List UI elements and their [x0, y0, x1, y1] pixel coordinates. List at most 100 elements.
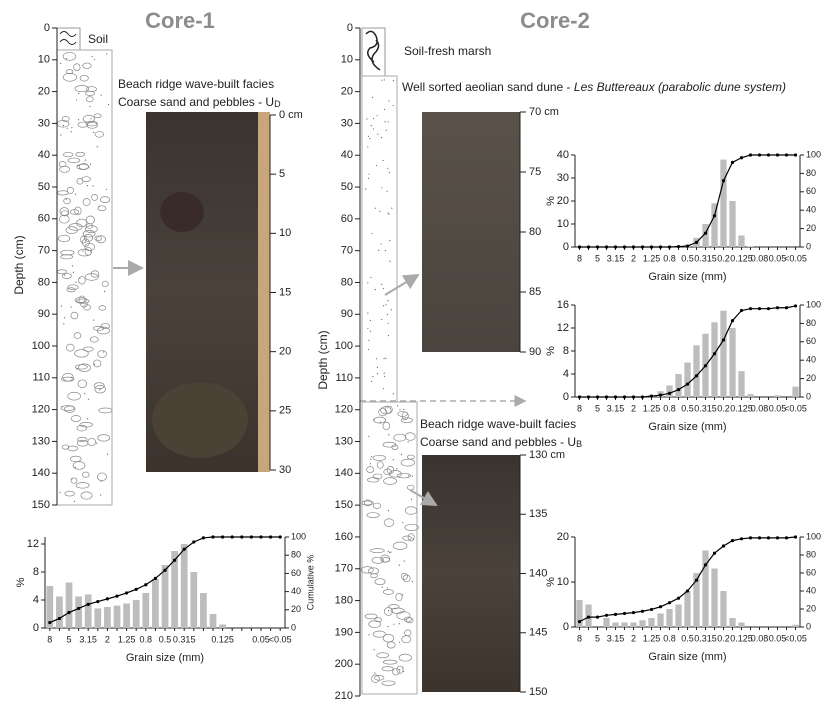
pebble-symbol — [380, 554, 390, 563]
sand-symbol — [411, 581, 414, 583]
pebble-symbol — [81, 238, 90, 247]
depth-tick-label: 100 — [335, 340, 353, 352]
cumulative-point — [586, 245, 591, 249]
cumulative-point — [640, 245, 645, 249]
sand-symbol — [387, 626, 389, 628]
bar — [702, 224, 709, 247]
pebble-symbol — [70, 415, 82, 422]
y2-tick-label: 0 — [806, 391, 811, 401]
pebble-symbol — [65, 69, 74, 75]
depth-tick-label: 90 — [341, 308, 353, 320]
x-tick-label: 0.05 — [769, 253, 787, 263]
sand-symbol — [392, 459, 394, 461]
sand-symbol — [96, 146, 98, 148]
sand-symbol — [70, 306, 72, 308]
cumulative-point — [77, 606, 81, 611]
depth-label: Depth (cm) — [12, 235, 26, 294]
bar — [152, 579, 159, 628]
sand-symbol — [381, 187, 383, 189]
pebble-symbol — [372, 630, 386, 638]
cumulative-point — [269, 535, 273, 539]
x-tick-label: 3.15 — [607, 253, 625, 263]
x-tick-label: 0.05 — [769, 633, 787, 643]
bar — [219, 624, 226, 628]
pebble-symbol — [83, 346, 94, 352]
sand-symbol — [372, 376, 374, 378]
pebble-symbol — [97, 350, 107, 358]
y2-tick-label: 20 — [806, 223, 816, 233]
cumulative-point — [721, 179, 726, 183]
sand-symbol — [61, 405, 63, 408]
scale-tick-label: 0 cm — [279, 109, 303, 121]
sand-symbol — [384, 108, 386, 111]
cumulative-point — [211, 535, 215, 539]
pebble-symbol — [62, 372, 74, 382]
pebble-symbol — [76, 424, 87, 432]
sand-symbol — [74, 193, 77, 195]
x-tick-label: 8 — [577, 403, 582, 413]
y2-tick-label: 100 — [806, 299, 821, 309]
x-tick-label: 8 — [47, 634, 52, 644]
sand-symbol — [400, 453, 403, 455]
y2-tick-label: 100 — [806, 531, 821, 541]
soil-column — [361, 27, 386, 77]
sand-symbol — [93, 319, 95, 321]
sand-symbol — [383, 358, 385, 360]
sand-symbol — [92, 185, 94, 187]
sand-symbol — [65, 198, 67, 200]
y2-tick-label: 40 — [291, 586, 301, 596]
pebble-symbol — [383, 477, 397, 485]
y-tick-label: 8 — [33, 566, 39, 578]
cumulative-point — [631, 611, 636, 615]
pebble-symbol — [402, 574, 411, 583]
soil-pattern — [365, 30, 381, 71]
pebble-symbol — [94, 131, 105, 138]
sand-symbol — [387, 299, 389, 302]
sand-symbol — [402, 667, 404, 669]
pebble-symbol — [393, 433, 407, 442]
sand-symbol — [370, 458, 372, 460]
sand-symbol — [373, 649, 375, 651]
bar — [161, 565, 169, 628]
bar — [729, 201, 736, 247]
pebble-symbol — [376, 652, 390, 659]
y2-tick-label: 0 — [806, 621, 811, 631]
cumulative-point — [163, 568, 167, 572]
sand-symbol — [368, 173, 370, 175]
depth-tick-label: 20 — [341, 86, 353, 98]
ruler — [258, 112, 270, 472]
pebble-symbol — [61, 273, 72, 279]
x-tick-label: 8 — [577, 253, 582, 263]
arrow — [384, 273, 420, 296]
x-tick-label: 3.15 — [79, 634, 97, 644]
pebble-symbol — [96, 235, 106, 244]
x-tick-label: <0.05 — [784, 253, 807, 263]
depth-tick-label: 130 — [335, 435, 353, 447]
pebble-symbol — [85, 120, 98, 127]
scale-tick-label: 30 — [279, 464, 291, 476]
sand-symbol — [385, 357, 387, 359]
cumulative-point — [730, 319, 735, 323]
y2-axis-label: Cumulative % — [305, 555, 315, 611]
x-tick-label: 0.2 — [717, 403, 730, 413]
sand-symbol — [402, 594, 404, 596]
sand-symbol — [78, 93, 80, 95]
depth-tick-label: 110 — [32, 372, 50, 384]
sand-symbol — [385, 129, 387, 131]
cumulative-point — [604, 613, 609, 617]
cumulative-point — [784, 536, 789, 540]
depth-tick-label: 20 — [38, 86, 50, 98]
y2-tick-label: 60 — [806, 567, 816, 577]
cumulative-point — [595, 395, 600, 399]
sand-symbol — [102, 351, 104, 353]
cumulative-point — [793, 304, 798, 308]
pebble-symbol — [396, 472, 412, 479]
bar — [729, 328, 736, 397]
sand-symbol — [368, 634, 370, 636]
x-tick-label: <0.05 — [269, 634, 292, 644]
sand-symbol — [368, 339, 370, 341]
x-tick-label: <0.05 — [784, 403, 807, 413]
cumulative-point — [604, 395, 609, 399]
cumulative-point — [667, 601, 672, 605]
sand-symbol — [76, 368, 78, 370]
